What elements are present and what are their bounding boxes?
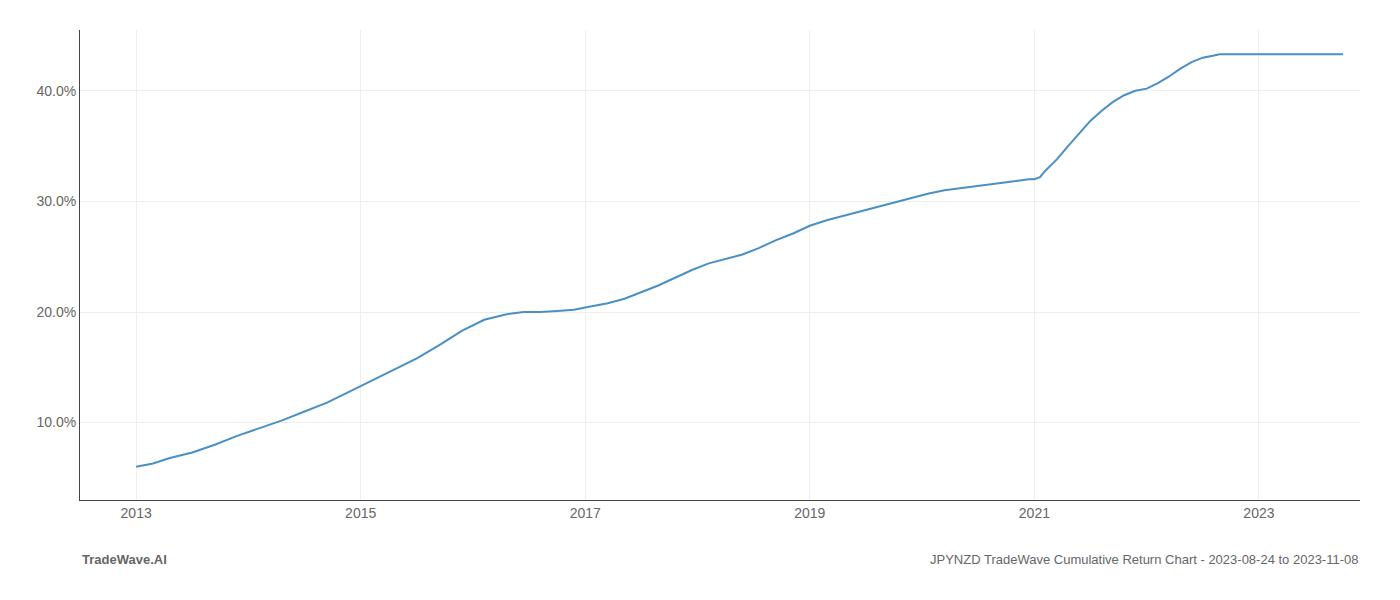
svg-text:2023: 2023: [1243, 505, 1274, 521]
svg-text:TradeWave.AI: TradeWave.AI: [82, 552, 167, 567]
svg-text:30.0%: 30.0%: [36, 193, 76, 209]
svg-text:20.0%: 20.0%: [36, 304, 76, 320]
svg-text:2021: 2021: [1019, 505, 1050, 521]
svg-text:40.0%: 40.0%: [36, 83, 76, 99]
svg-text:2015: 2015: [345, 505, 376, 521]
svg-text:2017: 2017: [570, 505, 601, 521]
svg-text:JPYNZD TradeWave Cumulative Re: JPYNZD TradeWave Cumulative Return Chart…: [930, 552, 1358, 567]
svg-text:2019: 2019: [794, 505, 825, 521]
svg-text:10.0%: 10.0%: [36, 414, 76, 430]
svg-text:2013: 2013: [121, 505, 152, 521]
